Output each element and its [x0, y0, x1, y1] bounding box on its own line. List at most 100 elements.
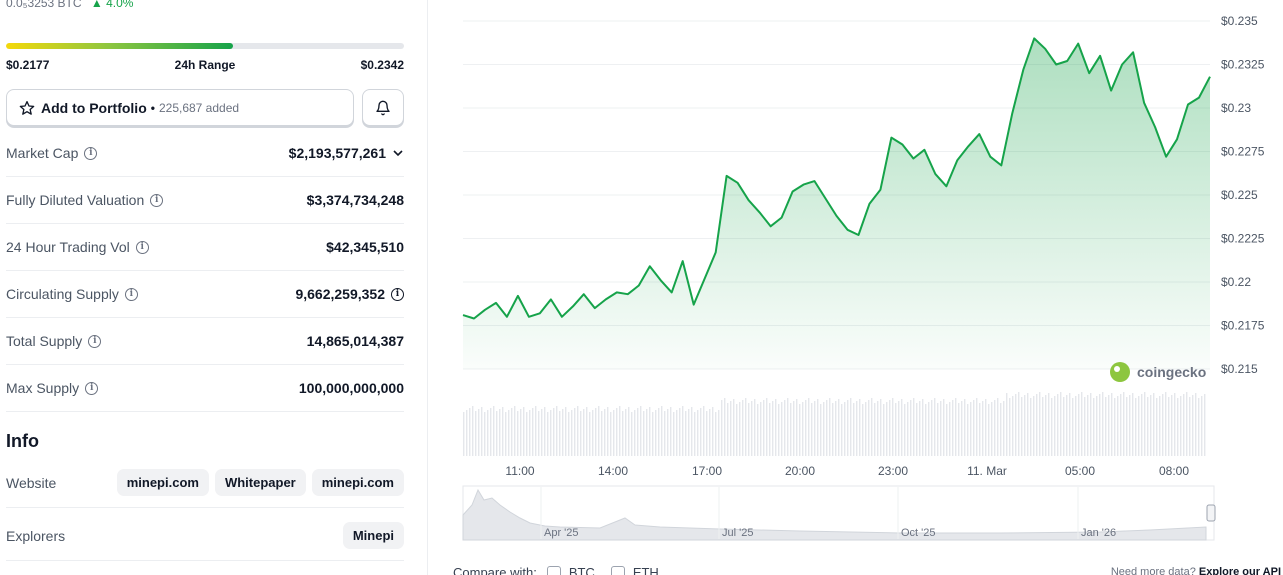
stat-value: 100,000,000,000: [298, 380, 404, 396]
volume-bar: [976, 398, 978, 456]
volume-bar: [517, 411, 519, 456]
stat-label: Market Cap: [6, 145, 79, 161]
website-link[interactable]: minepi.com: [311, 469, 404, 496]
explorer-link[interactable]: Minepi: [342, 522, 404, 549]
star-icon: [19, 100, 35, 115]
volume-bar: [550, 410, 552, 456]
coingecko-logo-eye: [1114, 366, 1120, 372]
compare-btc-checkbox[interactable]: [546, 565, 561, 575]
volume-bar: [529, 410, 531, 456]
volume-bar: [1120, 394, 1122, 456]
coingecko-wordmark: coingecko: [1137, 364, 1206, 380]
volume-bar: [472, 406, 474, 456]
volume-bar: [946, 404, 948, 456]
volume-bar: [790, 403, 792, 456]
volume-bar: [859, 399, 861, 456]
website-link[interactable]: minepi.com: [116, 469, 209, 496]
volume-bar: [469, 408, 471, 456]
info-icon[interactable]: i: [124, 287, 138, 301]
volume-bar: [751, 401, 753, 456]
volume-bar: [613, 410, 615, 456]
api-prefix: Need more data?: [1110, 566, 1196, 575]
volume-bar: [892, 398, 894, 456]
navigator-label: Oct '25: [901, 527, 936, 539]
volume-bar: [1117, 396, 1119, 456]
navigator-area: [462, 488, 1207, 541]
volume-bar: [1051, 398, 1053, 456]
stat-row-fdv: Fully Diluted Valuation i $3,374,734,248: [6, 177, 404, 224]
explore-api-link[interactable]: Explore our API: [1198, 566, 1281, 575]
volume-bar: [841, 404, 843, 456]
volume-bar: [829, 398, 831, 456]
compare-eth-label[interactable]: ETH: [632, 565, 659, 575]
info-icon[interactable]: i: [88, 334, 102, 348]
add-to-portfolio-label: Add to Portfolio: [41, 99, 147, 116]
volume-bar: [1204, 394, 1206, 456]
volume-bar: [574, 408, 576, 456]
volume-bar: [985, 399, 987, 456]
volume-bar: [961, 401, 963, 456]
volume-bar: [706, 411, 708, 456]
volume-bar: [769, 403, 771, 456]
volume-bar: [601, 411, 603, 456]
api-promo: Need more data? Explore our API: [1111, 566, 1281, 575]
volume-bar: [748, 403, 750, 456]
volume-bar: [628, 407, 630, 456]
navigator-handle[interactable]: [1206, 504, 1216, 522]
x-tick-label: 14:00: [598, 464, 628, 478]
volume-bar: [667, 409, 669, 456]
volume-bar: [1144, 392, 1146, 456]
volume-bar: [1015, 394, 1017, 456]
stat-label: 24 Hour Trading Vol: [6, 239, 130, 255]
portfolio-added-count: 225,687 added: [158, 100, 240, 115]
volume-bar: [712, 407, 714, 456]
range-navigator[interactable]: Apr '25 Jul '25 Oct '25 Jan '26: [462, 485, 1216, 541]
volume-bar: [817, 399, 819, 456]
volume-bar: [1036, 394, 1038, 456]
volume-bar: [733, 399, 735, 456]
price-chart[interactable]: $0.235 $0.2325 $0.23 $0.2275 $0.225 $0.2225 $0…: [430, 0, 1280, 560]
btc-change: ▲ 4.0%: [90, 0, 134, 10]
volume-bar: [505, 412, 507, 456]
volume-bar: [814, 401, 816, 456]
stat-row-circulating-supply: Circulating Supply i 9,662,259,352 i: [6, 271, 404, 318]
volume-bar: [967, 404, 969, 456]
volume-bar: [736, 404, 738, 456]
volume-bar: [1174, 393, 1176, 456]
volume-bar: [838, 399, 840, 456]
volume-bar: [886, 402, 888, 456]
btc-price: 0.0₅3253 BTC: [6, 0, 82, 10]
volume-bar: [559, 411, 561, 456]
info-icon[interactable]: i: [85, 381, 99, 395]
y-axis-labels: $0.235 $0.2325 $0.23 $0.2275 $0.225 $0.2225 $0…: [1221, 14, 1265, 376]
volume-bar: [928, 402, 930, 456]
info-icon[interactable]: i: [135, 240, 149, 254]
price-alert-button[interactable]: [362, 89, 404, 126]
volume-bar: [877, 401, 879, 456]
info-icon[interactable]: i: [84, 146, 98, 160]
volume-bar: [778, 404, 780, 456]
whitepaper-link[interactable]: Whitepaper: [214, 469, 306, 496]
compare-btc-label[interactable]: BTC: [568, 565, 595, 575]
volume-bar: [949, 402, 951, 456]
volume-bar: [1147, 397, 1149, 456]
volume-bar: [1168, 397, 1170, 456]
volume-bar: [511, 408, 513, 456]
volume-bar: [1069, 393, 1071, 456]
volume-bar: [742, 400, 744, 456]
volume-bar: [919, 401, 921, 456]
add-to-portfolio-button[interactable]: Add to Portfolio • 225,687 added: [6, 89, 354, 126]
x-axis-labels: 11:00 14:00 17:00 20:00 23:00 11. Mar 05:00 08:…: [505, 464, 1189, 478]
range-high: $0.2342: [360, 58, 404, 72]
volume-bar: [544, 407, 546, 456]
volume-bar: [982, 401, 984, 456]
stat-label: Total Supply: [6, 333, 83, 349]
compare-eth-checkbox[interactable]: [610, 565, 625, 575]
stat-value: 9,662,259,352: [295, 286, 385, 302]
volume-bar: [1072, 398, 1074, 456]
chevron-down-icon[interactable]: [392, 147, 404, 159]
volume-bar: [958, 403, 960, 456]
info-icon[interactable]: i: [391, 287, 404, 301]
volume-bar: [850, 398, 852, 456]
info-icon[interactable]: i: [150, 193, 164, 207]
